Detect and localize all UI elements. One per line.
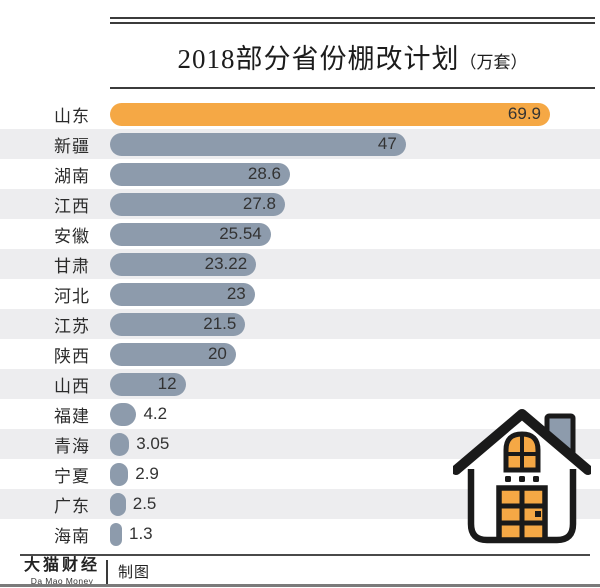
category-label: 江苏 [54, 316, 90, 336]
bar-track: 4.2 [110, 402, 600, 426]
value-label: 2.9 [135, 464, 159, 483]
brand-logo: 大猫财经 Da Mao Money [24, 557, 101, 586]
bar: 23 [110, 282, 255, 306]
bar-row: 海南 1.3 [0, 519, 600, 549]
bar-row: 甘肃 23.22 [0, 249, 600, 279]
value-label: 28.6 [247, 164, 282, 183]
category-label: 新疆 [54, 136, 90, 156]
bar-row: 陕西 20 [0, 339, 600, 369]
house-roof [453, 409, 591, 475]
house-window-mullions [506, 436, 538, 470]
brand-name-cn: 大猫财经 [24, 557, 101, 574]
category-label: 江西 [54, 196, 90, 216]
value-label: 23.22 [204, 254, 248, 273]
bar-row: 湖南 28.6 [0, 159, 600, 189]
bar [110, 492, 126, 516]
value-label: 4.2 [143, 404, 168, 423]
footer-top-rule [20, 554, 590, 556]
category-label: 青海 [54, 436, 90, 456]
title-block: 2018部分省份棚改计划（万套） [110, 17, 595, 89]
bar: 20 [110, 342, 236, 366]
title-bottom-rule [110, 87, 595, 89]
value-label: 1.3 [129, 524, 153, 543]
bar-row: 宁夏 2.9 [0, 459, 600, 489]
bar-row: 江西 27.8 [0, 189, 600, 219]
bar [110, 402, 137, 426]
bar-row: 福建 4.2 [0, 399, 600, 429]
bar-row: 安徽 25.54 [0, 219, 600, 249]
category-label: 宁夏 [54, 466, 90, 486]
bar-track: 23 [110, 282, 600, 306]
value-label: 21.5 [203, 314, 237, 333]
bar-track: 2.5 [110, 492, 600, 516]
value-label: 47 [377, 134, 397, 153]
category-label: 山东 [54, 106, 90, 126]
page-title: 2018部分省份棚改计划（万套） [110, 24, 595, 87]
bar: 21.5 [110, 312, 246, 336]
bar-track: 23.22 [110, 252, 600, 276]
bar: 25.54 [110, 222, 271, 246]
bar: 27.8 [110, 192, 285, 216]
value-label: 3.05 [136, 434, 170, 453]
bar-track: 1.3 [110, 522, 600, 546]
title-main: 2018部分省份棚改计划 [177, 44, 460, 74]
title-unit: （万套） [459, 53, 528, 72]
value-label: 69.9 [507, 104, 541, 123]
value-label: 20 [207, 344, 227, 363]
value-label: 23 [226, 284, 246, 303]
bar: 12 [110, 372, 186, 396]
house-icon [453, 409, 591, 544]
bar: 47 [110, 132, 406, 156]
footer-bottom-rule [0, 584, 600, 587]
house-dot [505, 476, 511, 482]
footer-divider [106, 559, 109, 584]
bar [110, 462, 129, 486]
bar-row: 新疆 47 [0, 129, 600, 159]
bar-track: 20 [110, 342, 600, 366]
value-label: 27.8 [242, 194, 276, 213]
category-label: 河北 [54, 286, 90, 306]
bar-track: 47 [110, 132, 600, 156]
house-dot [519, 476, 525, 482]
category-label: 福建 [54, 406, 90, 426]
bar: 69.9 [110, 102, 550, 126]
bar-track: 28.6 [110, 162, 600, 186]
bar-row: 河北 23 [0, 279, 600, 309]
bar-track: 69.9 [110, 102, 600, 126]
house-door-grid [499, 488, 545, 540]
category-label: 广东 [54, 496, 90, 516]
brand-name-en: Da Mao Money [30, 575, 94, 586]
title-top-double-rule [110, 17, 595, 24]
category-label: 湖南 [54, 166, 90, 186]
category-label: 山西 [54, 376, 90, 396]
bar-track: 27.8 [110, 192, 600, 216]
bar-track: 12 [110, 372, 600, 396]
bar-track: 2.9 [110, 462, 600, 486]
bar [110, 432, 130, 456]
category-label: 甘肃 [54, 256, 90, 276]
category-label: 陕西 [54, 346, 90, 366]
credit-label: 制图 [118, 564, 151, 582]
bar-row: 山东 69.9 [0, 99, 600, 129]
bar-chart: 山东 69.9 新疆 47 湖南 28.6 江西 27.8 安徽 25.54 甘肃 23.22 河北 23… [0, 99, 600, 549]
value-label: 25.54 [219, 224, 262, 243]
bar-row: 山西 12 [0, 369, 600, 399]
category-label: 海南 [54, 526, 90, 546]
bar-track: 3.05 [110, 432, 600, 456]
footer: 大猫财经 Da Mao Money 制图 [24, 557, 151, 586]
value-label: 12 [157, 374, 177, 393]
category-label: 安徽 [54, 226, 90, 246]
bar-track: 25.54 [110, 222, 600, 246]
bar-row: 江苏 21.5 [0, 309, 600, 339]
bar: 28.6 [110, 162, 291, 186]
house-door-knob [535, 511, 541, 517]
bar: 23.22 [110, 252, 257, 276]
bar [110, 522, 122, 546]
house-dot [533, 476, 539, 482]
value-label: 2.5 [132, 494, 157, 513]
bar-track: 21.5 [110, 312, 600, 336]
